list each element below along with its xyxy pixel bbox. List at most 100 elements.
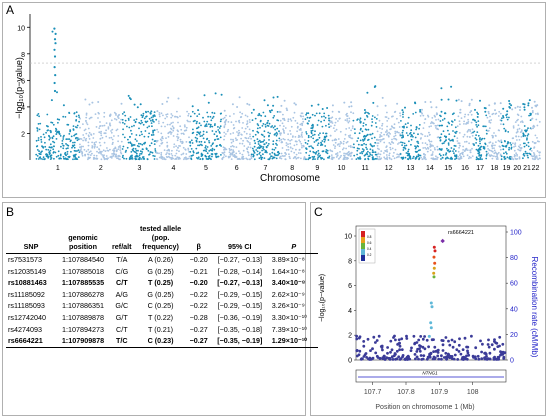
manhattan-point bbox=[244, 136, 247, 139]
manhattan-peak-point bbox=[266, 104, 269, 107]
manhattan-point bbox=[252, 149, 255, 152]
manhattan-peak-point bbox=[487, 110, 490, 113]
manhattan-point bbox=[155, 140, 158, 143]
manhattan-point bbox=[287, 143, 289, 146]
manhattan-point bbox=[134, 148, 137, 150]
manhattan-point bbox=[202, 130, 205, 133]
manhattan-point bbox=[522, 132, 525, 135]
manhattan-point bbox=[293, 111, 296, 114]
manhattan-point bbox=[173, 146, 175, 148]
regional-point bbox=[359, 357, 363, 361]
manhattan-point bbox=[367, 158, 370, 161]
manhattan-point bbox=[502, 123, 505, 126]
manhattan-point bbox=[253, 158, 256, 161]
manhattan-peak-point bbox=[91, 101, 94, 104]
regional-point bbox=[414, 357, 417, 361]
manhattan-point bbox=[254, 133, 257, 136]
manhattan-point bbox=[204, 146, 207, 149]
y2-tick-label: 100 bbox=[510, 230, 522, 237]
cell-allele: G (0.25) bbox=[147, 266, 174, 276]
manhattan-point bbox=[217, 129, 220, 131]
manhattan-point bbox=[517, 135, 520, 138]
manhattan-point bbox=[141, 143, 144, 146]
manhattan-point bbox=[520, 129, 523, 132]
manhattan-point bbox=[325, 132, 327, 135]
manhattan-point bbox=[202, 116, 204, 119]
regional-point bbox=[488, 357, 492, 361]
manhattan-point bbox=[299, 152, 302, 155]
manhattan-point bbox=[339, 151, 341, 153]
manhattan-point bbox=[374, 122, 377, 124]
manhattan-point bbox=[132, 149, 135, 152]
manhattan-point bbox=[135, 134, 138, 136]
manhattan-point bbox=[483, 125, 485, 128]
manhattan-point bbox=[488, 154, 491, 157]
manhattan-point bbox=[216, 135, 218, 138]
manhattan-point bbox=[130, 129, 132, 132]
manhattan-peak-point bbox=[214, 92, 217, 95]
manhattan-point bbox=[503, 127, 506, 130]
manhattan-point bbox=[481, 137, 484, 140]
manhattan-point bbox=[317, 134, 320, 136]
manhattan-point bbox=[239, 152, 241, 155]
manhattan-point bbox=[489, 141, 492, 144]
manhattan-point bbox=[102, 149, 105, 152]
col-header-beta: β bbox=[187, 224, 210, 254]
manhattan-point bbox=[473, 130, 476, 133]
cell-snp: rs7531573 bbox=[8, 255, 42, 264]
manhattan-point bbox=[351, 127, 354, 129]
ld-point bbox=[429, 326, 433, 330]
manhattan-point bbox=[223, 138, 225, 141]
manhattan-point bbox=[273, 115, 276, 117]
regional-point bbox=[389, 339, 393, 343]
manhattan-point bbox=[291, 147, 294, 150]
manhattan-point bbox=[538, 154, 541, 157]
manhattan-point bbox=[311, 113, 314, 116]
manhattan-point bbox=[450, 124, 453, 126]
manhattan-point bbox=[407, 116, 410, 119]
manhattan-point bbox=[187, 149, 190, 151]
manhattan-point bbox=[225, 148, 228, 151]
ld-point bbox=[432, 255, 436, 259]
manhattan-point bbox=[471, 147, 473, 150]
manhattan-point bbox=[431, 117, 434, 119]
manhattan-point bbox=[346, 152, 349, 155]
manhattan-point bbox=[138, 134, 141, 137]
manhattan-point bbox=[328, 119, 330, 122]
manhattan-point bbox=[134, 158, 137, 161]
manhattan-point bbox=[338, 145, 341, 148]
col-header-position: genomic position bbox=[56, 224, 110, 254]
manhattan-point bbox=[527, 133, 530, 136]
manhattan-point bbox=[461, 152, 463, 155]
manhattan-point bbox=[399, 112, 401, 115]
manhattan-point bbox=[407, 148, 410, 151]
cell-beta: −0.28 bbox=[189, 312, 208, 322]
manhattan-point bbox=[407, 122, 409, 124]
regional-point bbox=[484, 352, 488, 356]
manhattan-point bbox=[223, 131, 226, 134]
manhattan-point bbox=[451, 121, 454, 123]
manhattan-point bbox=[175, 152, 178, 155]
manhattan-point bbox=[128, 157, 131, 160]
manhattan-point bbox=[428, 134, 431, 136]
manhattan-point bbox=[468, 136, 471, 138]
manhattan-point bbox=[410, 143, 412, 146]
manhattan-point bbox=[306, 122, 309, 125]
manhattan-point bbox=[312, 125, 315, 127]
manhattan-point bbox=[328, 117, 330, 120]
manhattan-point bbox=[212, 115, 215, 118]
manhattan-point bbox=[383, 133, 385, 136]
manhattan-peak-point bbox=[510, 104, 513, 107]
manhattan-point bbox=[287, 146, 290, 148]
manhattan-point bbox=[488, 149, 491, 152]
regional-point bbox=[355, 337, 359, 341]
manhattan-point bbox=[463, 123, 465, 125]
manhattan-point bbox=[301, 131, 303, 134]
manhattan-point bbox=[133, 124, 135, 127]
manhattan-point bbox=[246, 120, 249, 122]
manhattan-point bbox=[318, 112, 321, 115]
manhattan-point bbox=[475, 148, 478, 151]
manhattan-point bbox=[261, 149, 263, 152]
manhattan-point bbox=[232, 132, 235, 134]
manhattan-point bbox=[122, 154, 124, 157]
